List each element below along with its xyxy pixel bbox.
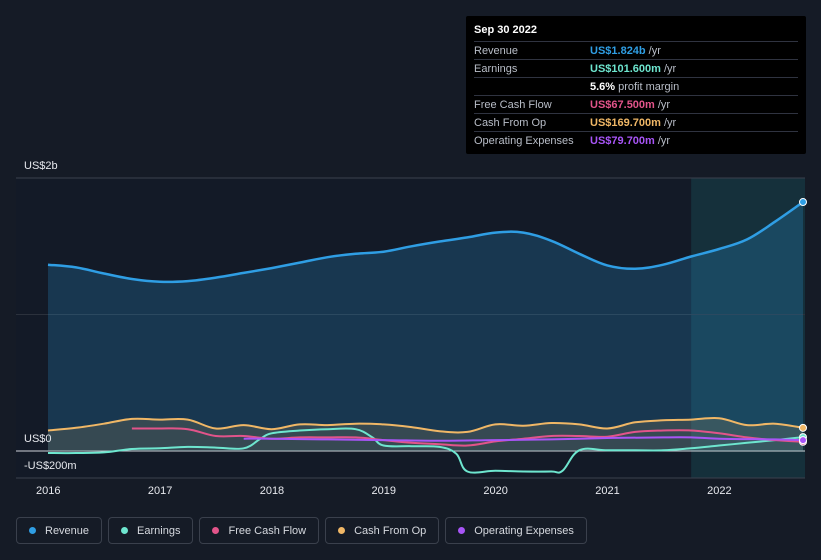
tooltip-row-label: Operating Expenses [474,134,574,147]
tooltip-row-unit: /yr [648,44,661,57]
series-area-revenue [48,202,803,451]
tooltip-row-label: Earnings [474,62,518,75]
legend-item-operating-expenses[interactable]: Operating Expenses [445,517,587,544]
y-tick-label-bottom: -US$200m [24,460,77,472]
tooltip-row-label: Revenue [474,44,519,57]
legend-label: Cash From Op [354,524,427,537]
end-marker-revenue [799,198,807,207]
y-tick-label-zero: US$0 [24,433,52,445]
series-line-free-cash-flow [131,427,804,447]
tooltip-row-unit: /yr [657,134,671,147]
y-tick-label-top: US$2b [24,160,58,172]
legend-label: Revenue [45,524,90,537]
end-marker-operating-expenses [799,436,807,445]
tooltip-row-label: Free Cash Flow [474,98,552,111]
tooltip-row-value: US$169.700m [590,116,661,129]
end-markers [799,198,807,446]
tooltip-row-label: Cash From Op [474,116,547,129]
x-tick-label: 2020 [483,485,508,497]
legend-dot-icon [212,527,220,534]
series-line-earnings [47,427,804,474]
legend-item-free-cash-flow[interactable]: Free Cash Flow [199,517,320,544]
series-line-revenue [47,200,804,284]
legend-dot-icon [29,527,36,534]
tooltip-row-value: 5.6% [590,80,616,93]
tooltip-row-unit: profit margin [618,80,680,93]
legend-label: Operating Expenses [474,524,574,537]
legend-label: Free Cash Flow [228,524,307,537]
x-tick-label: 2018 [259,485,285,497]
tooltip-row: Earnings US$101.600m/yr [474,60,798,78]
legend-dot-icon [458,527,466,534]
legend-label: Earnings [137,524,181,537]
series-line-cash-from-op [47,416,804,434]
tooltip-row-value: US$101.600m [590,62,661,75]
tooltip-row-value: US$67.500m [590,98,655,111]
tooltip-row-value: US$79.700m [590,134,655,147]
tooltip-date: Sep 30 2022 [474,24,798,42]
x-tick-label: 2016 [36,485,61,497]
x-tick-label: 2017 [147,485,173,497]
tooltip-row: 5.6% profit margin [474,78,798,96]
tooltip-row: Cash From Op US$169.700m/yr [474,114,798,132]
x-tick-label: 2022 [707,485,732,497]
series-line-operating-expenses [243,436,804,442]
legend: Revenue Earnings Free Cash Flow Cash From O… [16,517,587,544]
tooltip-row: Free Cash Flow US$67.500m/yr [474,96,798,114]
x-tick-label: 2021 [595,485,620,497]
legend-item-earnings[interactable]: Earnings [108,517,194,544]
series-layer [47,200,804,474]
tooltip: Sep 30 2022 Revenue US$1.824b/yr Earnings U… [466,16,806,154]
tooltip-row-unit: /yr [663,62,677,75]
legend-item-revenue[interactable]: Revenue [16,517,103,544]
x-tick-label: 2019 [371,485,397,497]
end-marker-cash-from-op [799,423,807,432]
legend-dot-icon [121,527,129,534]
tooltip-row-unit: /yr [663,116,677,129]
highlight-region [691,178,805,478]
tooltip-row: Operating Expenses US$79.700m/yr [474,132,798,149]
legend-dot-icon [338,527,346,534]
legend-item-cash-from-op[interactable]: Cash From Op [325,517,440,544]
tooltip-row: Revenue US$1.824b/yr [474,42,798,60]
tooltip-row-value: US$1.824b [590,44,646,57]
tooltip-row-unit: /yr [657,98,671,111]
